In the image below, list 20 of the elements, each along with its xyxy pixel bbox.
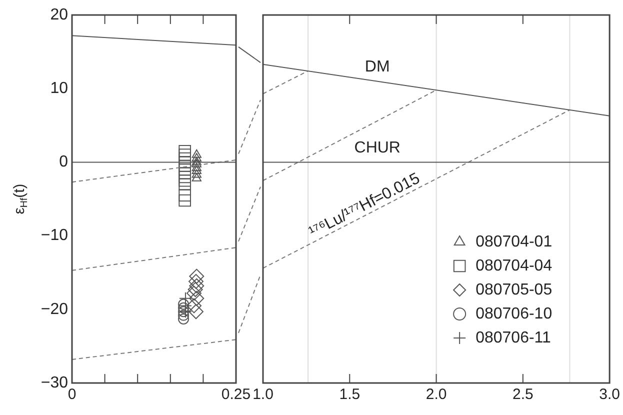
x-tick-label: 2.5 <box>512 386 534 404</box>
legend-label: 080704-01 <box>476 233 552 250</box>
x-tick-label: 1.5 <box>339 386 360 404</box>
series-label: DM <box>364 58 390 76</box>
y-axis-title: εHf(t) <box>11 184 30 214</box>
y-tick-label: 0 <box>59 154 68 171</box>
legend-label: 080704-04 <box>476 257 552 274</box>
x-tick-label: 0.25 <box>221 386 251 404</box>
y-tick-label: −10 <box>40 227 68 244</box>
x-tick-label: 1.0 <box>252 386 274 404</box>
y-tick-label: 10 <box>50 80 68 98</box>
legend-label: 080706-11 <box>476 329 552 346</box>
y-tick-label: −30 <box>40 374 68 392</box>
x-tick-label: 3.0 <box>599 386 620 404</box>
x-tick-label: 2.0 <box>426 386 447 404</box>
y-tick-label: −20 <box>40 300 68 318</box>
legend-label: 080705-05 <box>476 281 552 298</box>
series-label: CHUR <box>354 140 400 157</box>
legend-label: 080706-10 <box>476 305 552 322</box>
y-tick-label: 20 <box>50 6 68 24</box>
